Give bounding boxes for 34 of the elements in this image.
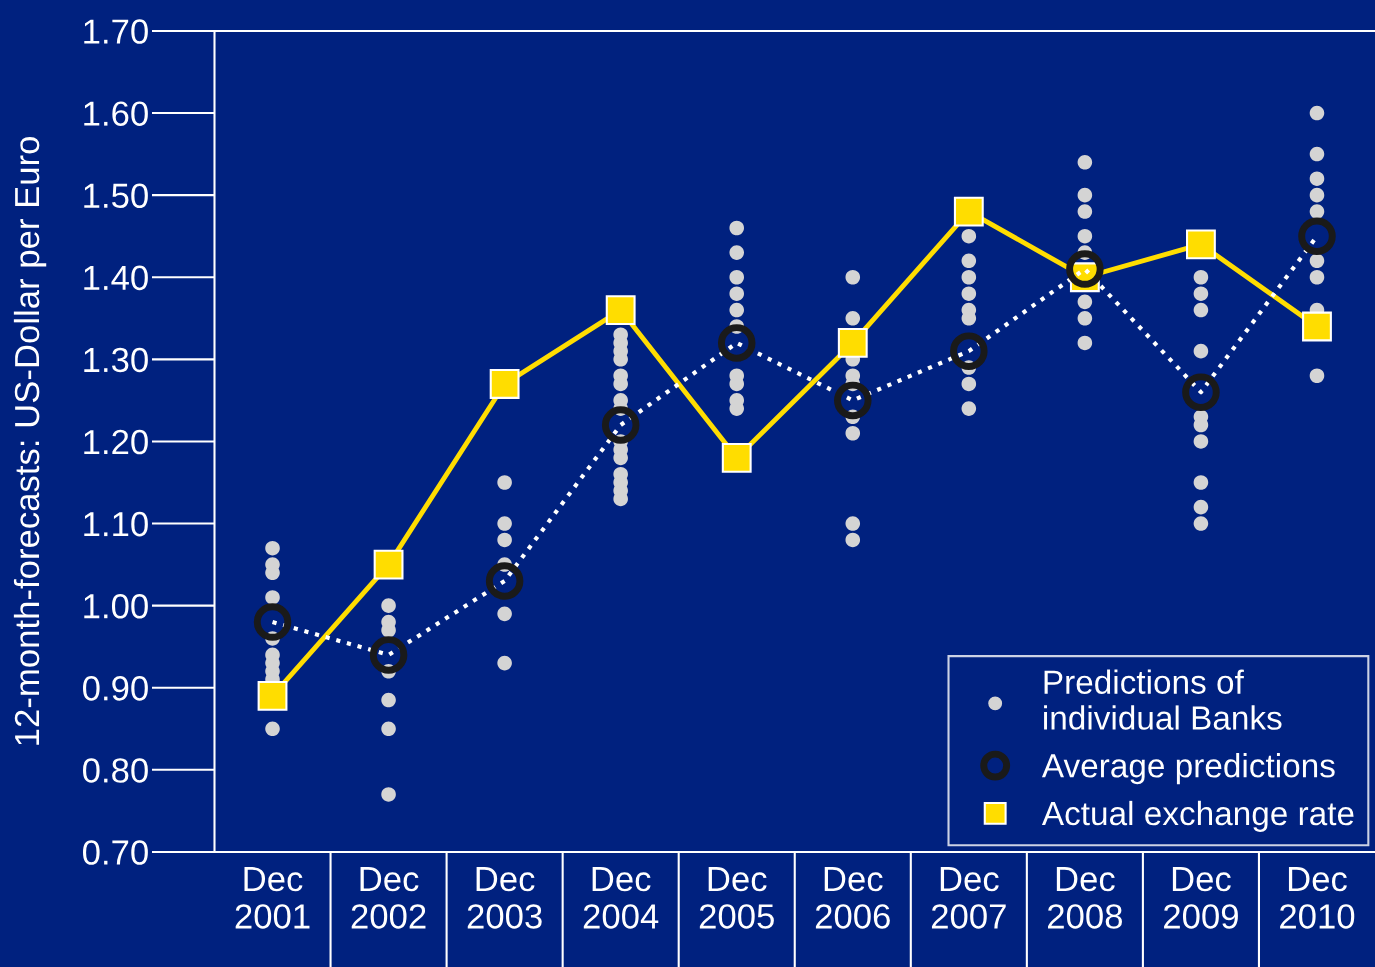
x-tick-label: Dec 2002 [351, 867, 426, 929]
x-tick-label: Dec 2010 [1280, 867, 1355, 929]
point [373, 549, 404, 580]
point [605, 295, 636, 326]
x-tick-label: Dec 2008 [1048, 867, 1122, 929]
x-tick-label: Dec 2006 [815, 867, 890, 929]
point [1302, 311, 1332, 342]
y-tick-label: 1.00 [84, 593, 148, 619]
y-tick-label: 1.40 [84, 265, 148, 291]
legend-label: Average predictions [1041, 753, 1335, 785]
x-tick-label: Dec 2005 [699, 867, 774, 929]
x-tick-label: Dec 2004 [583, 867, 659, 929]
point [257, 681, 288, 711]
point [721, 442, 752, 473]
y-tick-label: 1.30 [84, 347, 148, 373]
y-tick-label: 1.10 [84, 511, 148, 537]
y-tick-label: 1.70 [84, 19, 148, 44]
point [489, 369, 520, 399]
x-tick-label: Dec 2003 [467, 867, 542, 929]
y-tick-label: 1.20 [84, 429, 148, 455]
point [953, 196, 984, 227]
legend-label: Predictions of individual Banks [1044, 669, 1282, 730]
point [837, 327, 868, 358]
y-tick-label: 0.90 [83, 676, 148, 701]
y-tick-label: 0.80 [83, 758, 148, 783]
y-tick-label: 0.70 [83, 840, 148, 865]
y-tick-label: 1.60 [84, 101, 148, 126]
point [1186, 229, 1216, 260]
y-axis-title: 12-month-forecasts: US-Dollar per Euro [13, 137, 47, 745]
y-tick-label: 1.50 [84, 183, 148, 209]
x-tick-label: Dec 2007 [931, 867, 1006, 929]
x-tick-label: Dec 2009 [1164, 867, 1238, 929]
x-tick-label: Dec 2001 [235, 867, 310, 929]
legend-label: Actual exchange rate [1041, 800, 1354, 832]
